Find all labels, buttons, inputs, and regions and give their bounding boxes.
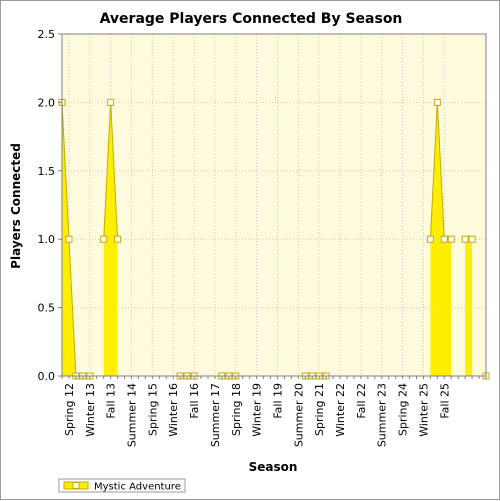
area-segment xyxy=(465,239,473,376)
data-point xyxy=(447,235,455,243)
plot-border xyxy=(61,33,487,377)
x-tick-label: Summer 14 xyxy=(126,383,139,447)
y-tick-label: 0.5 xyxy=(38,302,56,315)
x-tick-label: Fall 22 xyxy=(355,383,368,419)
plot-area: 0.0 0.5 1.0 1.5 2.0 2.5 Spring 12 Winter 13 Fall… xyxy=(38,28,490,447)
x-axis-label: Season xyxy=(249,460,298,474)
y-axis-label: Players Connected xyxy=(9,143,23,269)
x-tick-label: Fall 19 xyxy=(271,383,284,419)
x-tick-label: Summer 23 xyxy=(376,383,389,447)
legend-box xyxy=(58,478,186,493)
y-tick-label: 1.5 xyxy=(38,165,56,178)
x-tick-label: Winter 19 xyxy=(251,383,264,437)
data-point xyxy=(461,235,469,243)
x-tick-label: Fall 16 xyxy=(188,383,201,419)
y-tick-label: 0.0 xyxy=(38,370,56,383)
legend-label: Mystic Adventure xyxy=(94,482,181,493)
x-tick-label: Winter 16 xyxy=(167,383,180,437)
x-tick-label: Fall 25 xyxy=(438,383,451,419)
data-point xyxy=(426,235,434,243)
x-tick-label: Winter 13 xyxy=(84,383,97,437)
data-point xyxy=(440,235,448,243)
data-point xyxy=(114,235,122,243)
x-tick-label: Spring 24 xyxy=(397,383,410,436)
data-point xyxy=(100,235,108,243)
y-tick-label: 1.0 xyxy=(38,233,56,246)
x-tick-label: Spring 21 xyxy=(313,383,326,436)
chart-title: Average Players Connected By Season xyxy=(100,11,403,27)
legend: Mystic Adventure xyxy=(58,478,186,493)
x-tick-label: Fall 13 xyxy=(105,383,118,419)
x-tick-label: Summer 20 xyxy=(292,383,305,447)
data-point xyxy=(433,98,441,106)
data-point xyxy=(107,98,115,106)
plot-background xyxy=(62,34,486,376)
x-tick-label: Spring 18 xyxy=(230,383,243,436)
data-point xyxy=(468,235,476,243)
x-tick-label: Winter 25 xyxy=(417,383,430,437)
y-tick-label: 2.5 xyxy=(38,28,56,41)
y-tick-label: 2.0 xyxy=(38,96,56,109)
x-tick-label: Spring 15 xyxy=(146,383,159,436)
legend-marker xyxy=(72,482,80,489)
x-tick-label: Spring 12 xyxy=(63,383,76,436)
area-segment xyxy=(62,102,90,377)
x-tick-label: Summer 17 xyxy=(209,383,222,447)
x-tick-label: Winter 22 xyxy=(334,383,347,437)
data-point xyxy=(65,235,73,243)
